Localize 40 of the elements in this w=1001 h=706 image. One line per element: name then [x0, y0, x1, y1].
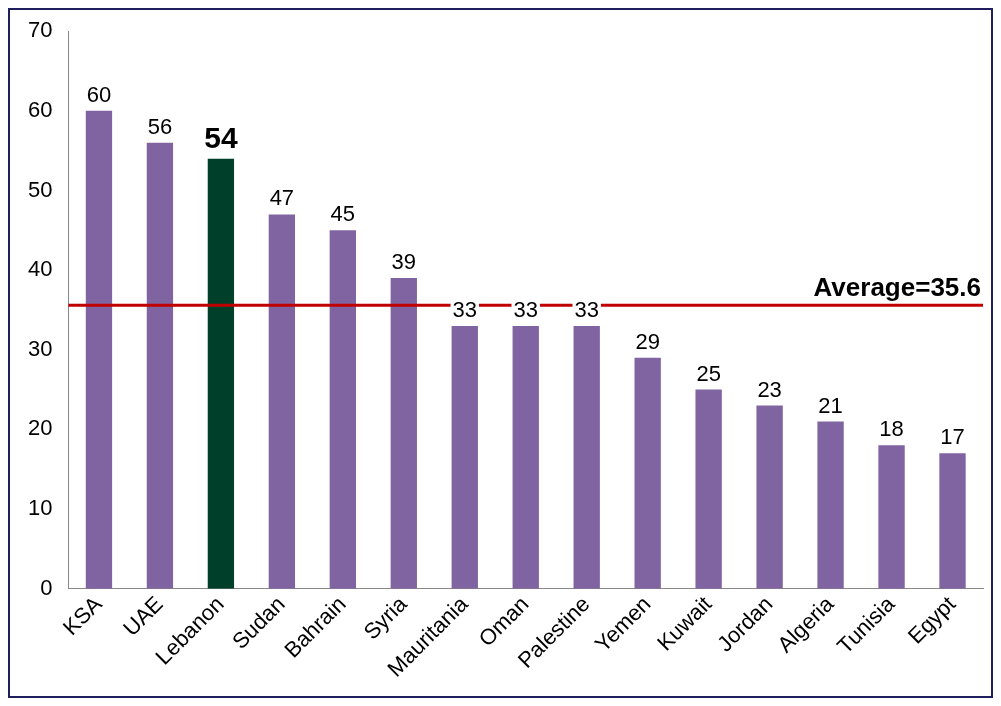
- bar: [512, 325, 539, 589]
- data-label: 33: [513, 296, 538, 322]
- data-label: 54: [204, 120, 238, 154]
- bar: [939, 453, 966, 589]
- data-label: 47: [269, 185, 295, 211]
- y-tick-label: 70: [27, 17, 53, 43]
- data-label: 33: [452, 296, 478, 322]
- bar: [207, 158, 235, 589]
- data-label: 18: [879, 416, 904, 442]
- y-tick-label: 30: [27, 335, 53, 361]
- data-label: 33: [574, 296, 599, 322]
- bar: [878, 445, 905, 589]
- y-tick-label: 60: [27, 96, 53, 122]
- data-label: 25: [696, 360, 721, 386]
- bar: [695, 389, 722, 589]
- bar: [634, 357, 661, 589]
- y-tick-label: 40: [27, 256, 53, 282]
- data-label: 56: [147, 113, 173, 139]
- data-label: 23: [757, 376, 782, 402]
- y-tick-label: 10: [27, 495, 53, 521]
- y-tick-label: 50: [27, 176, 53, 202]
- bar: [85, 110, 113, 589]
- bar: [756, 405, 783, 589]
- data-label: 17: [940, 424, 965, 450]
- ref-line-label: Average=35.6: [813, 272, 981, 303]
- bar: [817, 421, 844, 589]
- bar: [268, 214, 296, 589]
- bar: [146, 142, 174, 589]
- bar: [329, 230, 356, 589]
- data-label: 60: [86, 81, 112, 107]
- bar: [573, 325, 600, 589]
- data-label: 29: [635, 328, 660, 354]
- data-label: 21: [818, 392, 843, 418]
- data-label: 39: [391, 249, 417, 275]
- bar: [390, 278, 417, 589]
- data-label: 45: [330, 201, 356, 227]
- y-tick-label: 20: [27, 415, 53, 441]
- x-tick-label: KSA: [57, 590, 107, 640]
- y-tick-label: 0: [40, 574, 53, 600]
- bar: [451, 325, 478, 589]
